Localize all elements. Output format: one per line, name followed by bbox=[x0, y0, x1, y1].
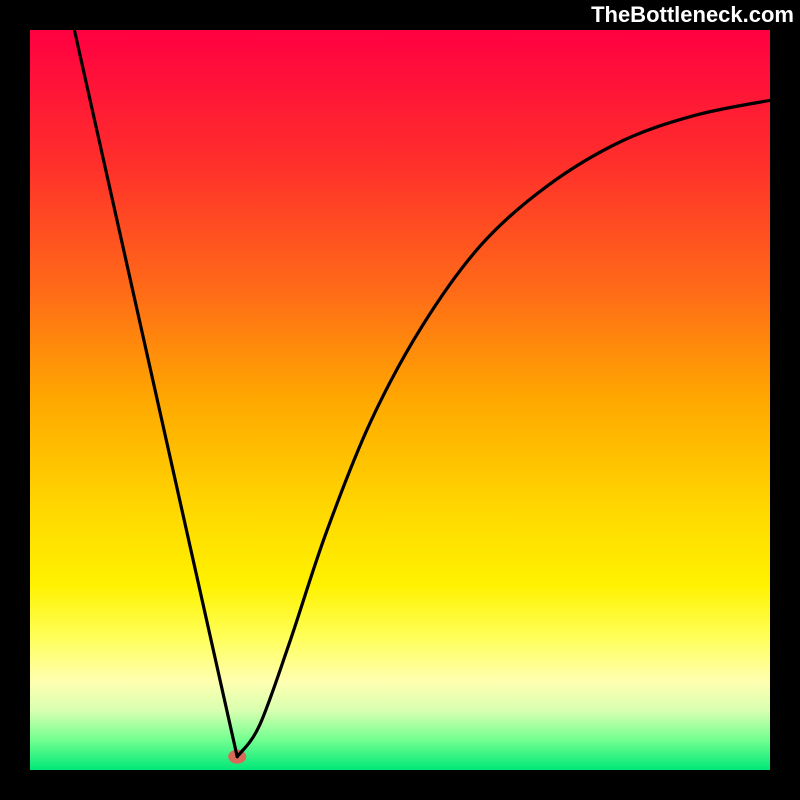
chart-container: TheBottleneck.com bbox=[0, 0, 800, 800]
plot-svg bbox=[30, 30, 770, 770]
plot-background bbox=[30, 30, 770, 770]
watermark-text: TheBottleneck.com bbox=[591, 0, 800, 28]
